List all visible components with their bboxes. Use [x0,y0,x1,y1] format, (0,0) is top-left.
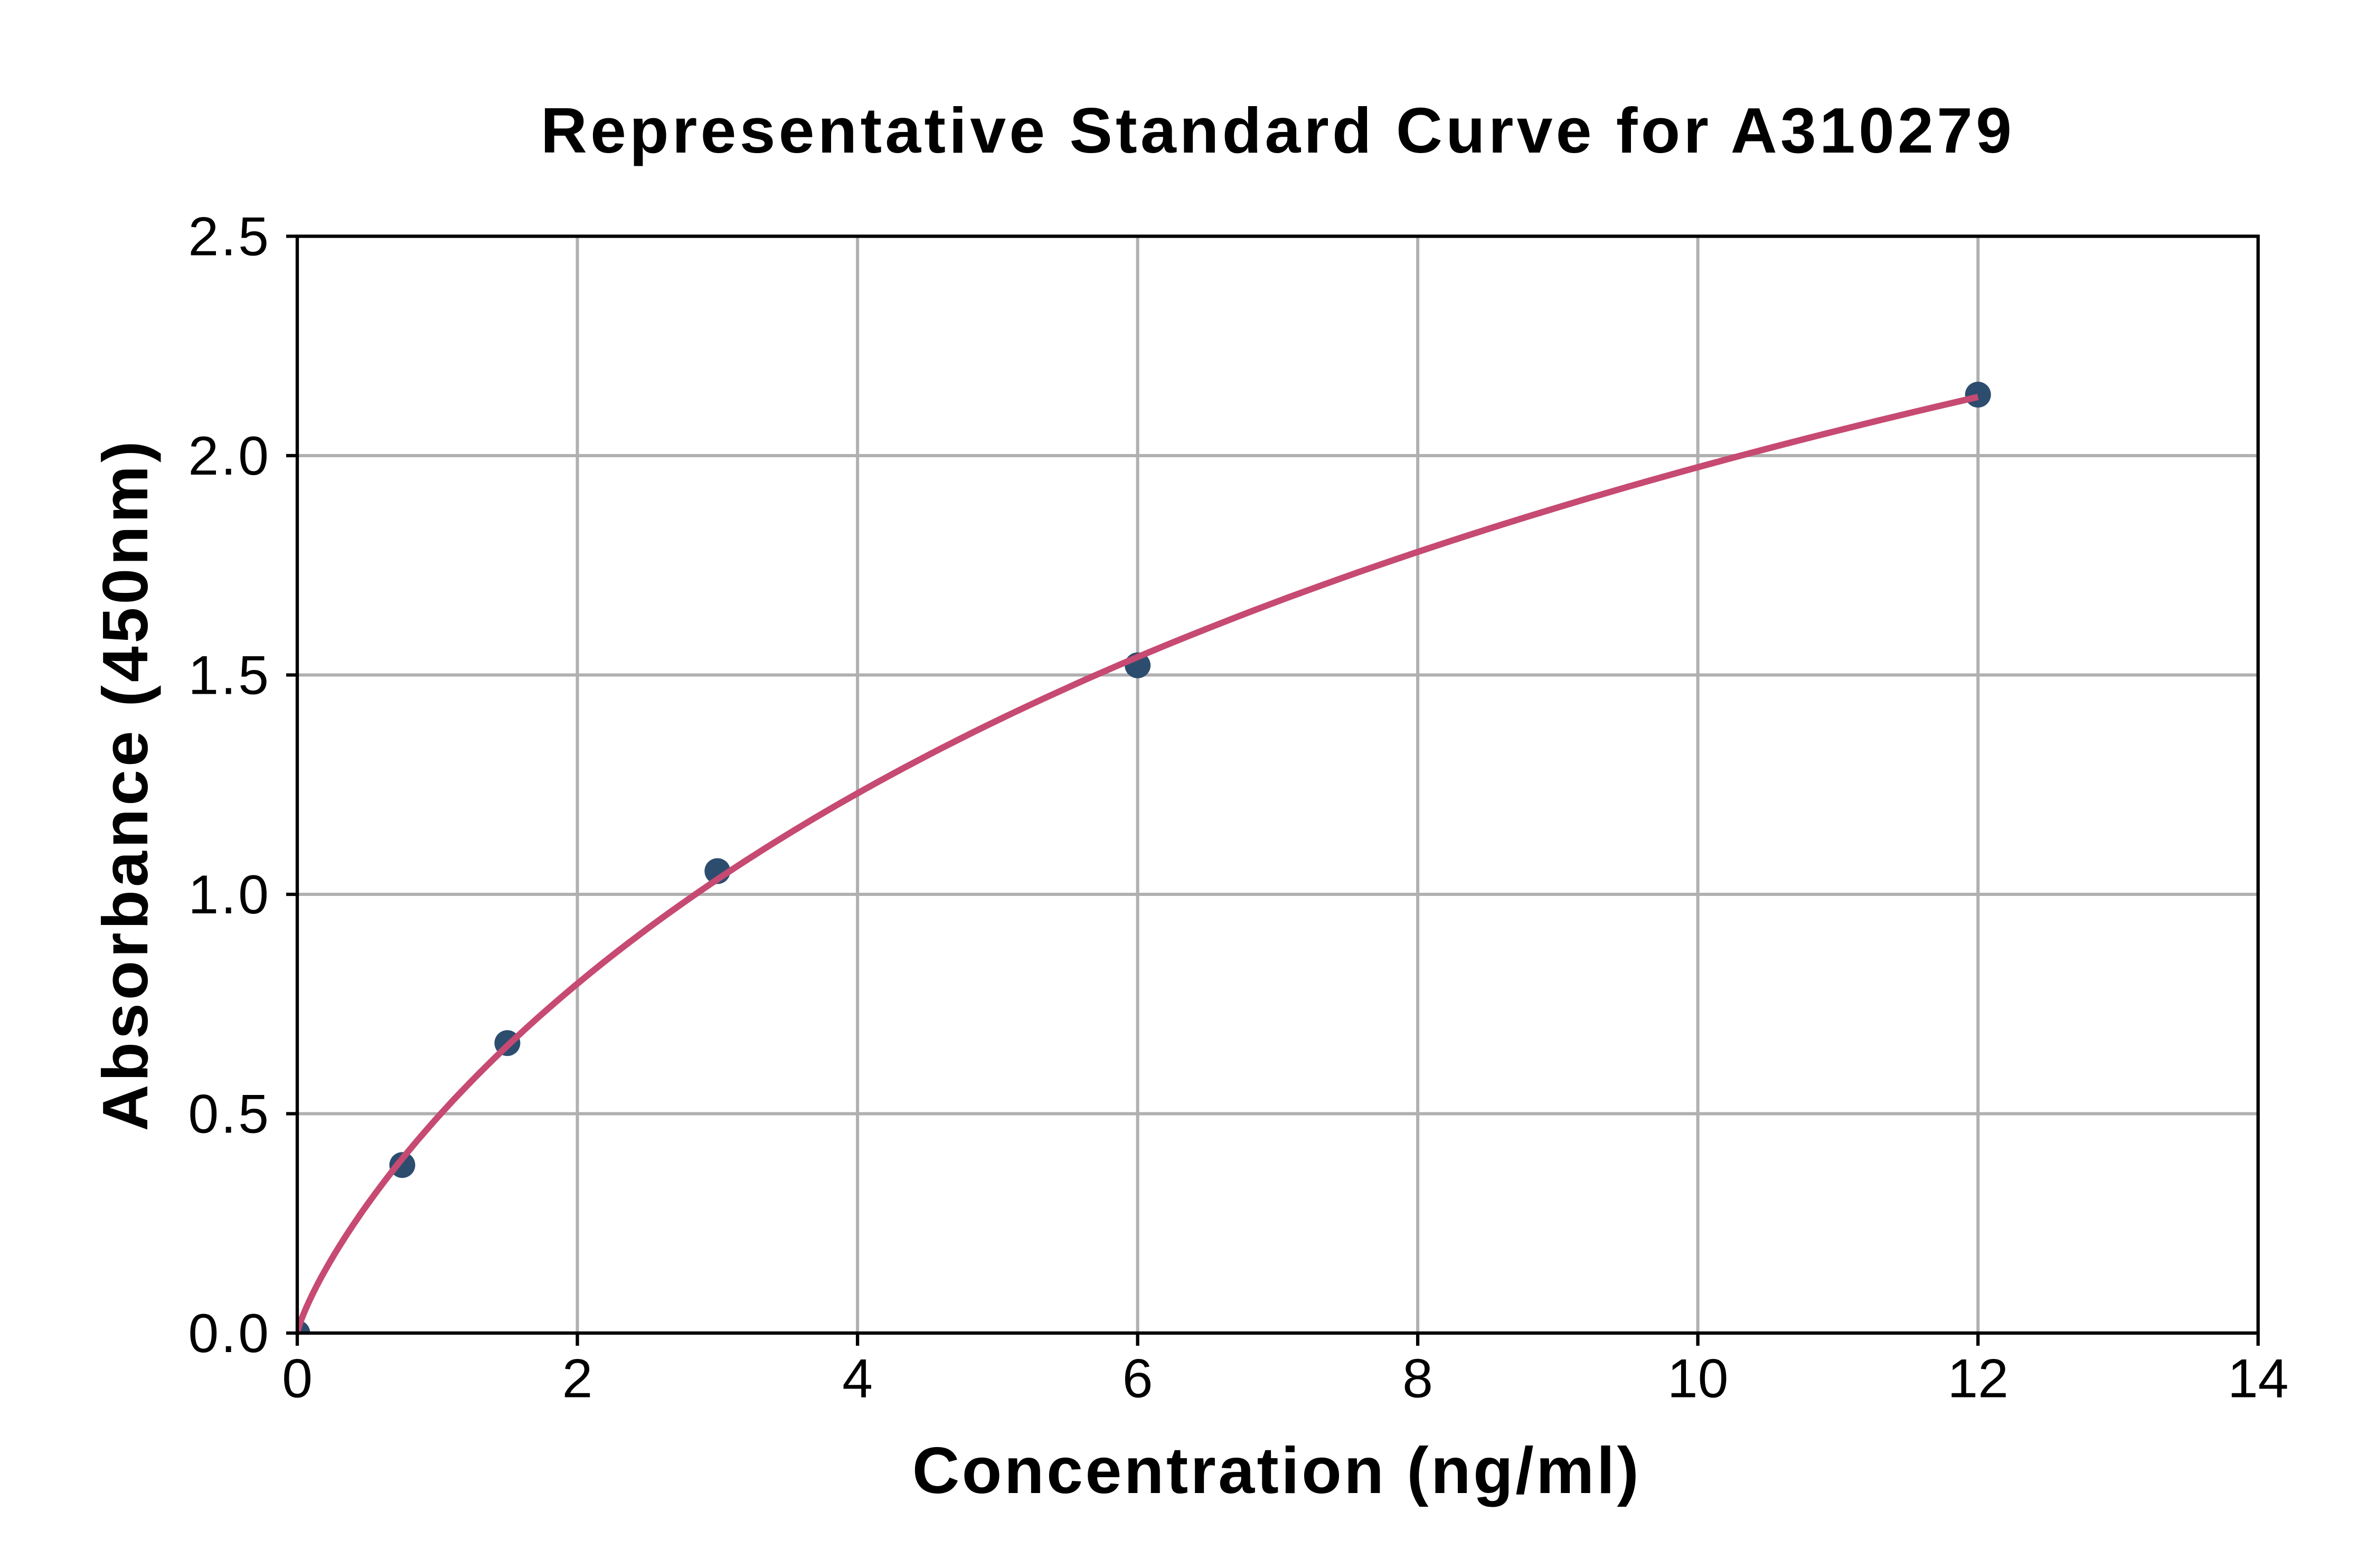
svg-text:10: 10 [1667,1348,1729,1410]
svg-text:2: 2 [562,1348,593,1410]
svg-text:Absorbance (450nm): Absorbance (450nm) [89,438,161,1131]
svg-text:1.5: 1.5 [188,645,271,706]
svg-text:0: 0 [282,1348,313,1410]
svg-text:8: 8 [1402,1348,1433,1410]
svg-text:12: 12 [1947,1348,2009,1410]
svg-text:2.0: 2.0 [188,426,271,487]
svg-text:2.5: 2.5 [188,206,271,268]
svg-text:4: 4 [842,1348,873,1410]
svg-text:0.0: 0.0 [188,1303,271,1364]
svg-text:6: 6 [1123,1348,1153,1410]
svg-text:0.5: 0.5 [188,1084,271,1145]
svg-text:14: 14 [2228,1348,2289,1410]
svg-text:Representative Standard Curve: Representative Standard Curve for A31027… [541,95,2015,166]
svg-text:1.0: 1.0 [188,864,271,925]
svg-text:Concentration (ng/ml): Concentration (ng/ml) [912,1434,1642,1507]
